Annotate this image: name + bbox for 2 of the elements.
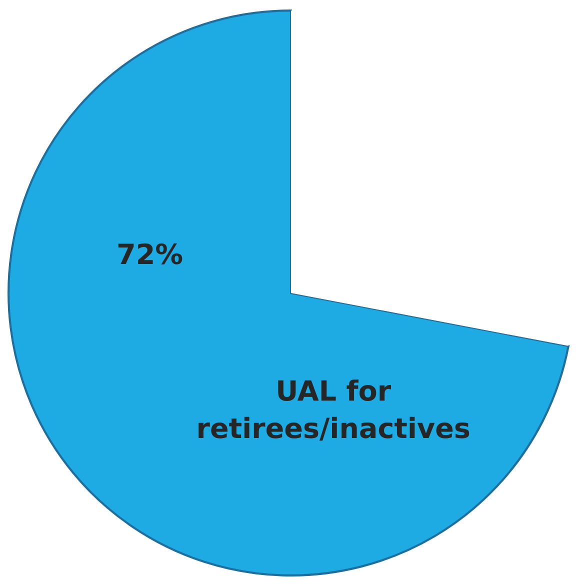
data-label: 72% <box>118 243 182 264</box>
slice-label: UAL for retirees/inactives <box>198 379 470 441</box>
